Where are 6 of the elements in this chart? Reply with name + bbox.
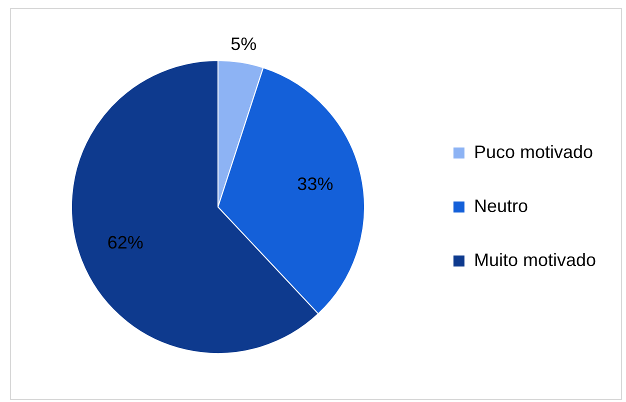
legend-label: Neutro [474,196,528,216]
data-label: 62% [107,232,144,253]
data-label: 5% [230,34,257,54]
data-label: 33% [297,174,334,194]
legend-label: Puco motivado [474,142,594,162]
legend-label: Muito motivado [474,250,596,270]
